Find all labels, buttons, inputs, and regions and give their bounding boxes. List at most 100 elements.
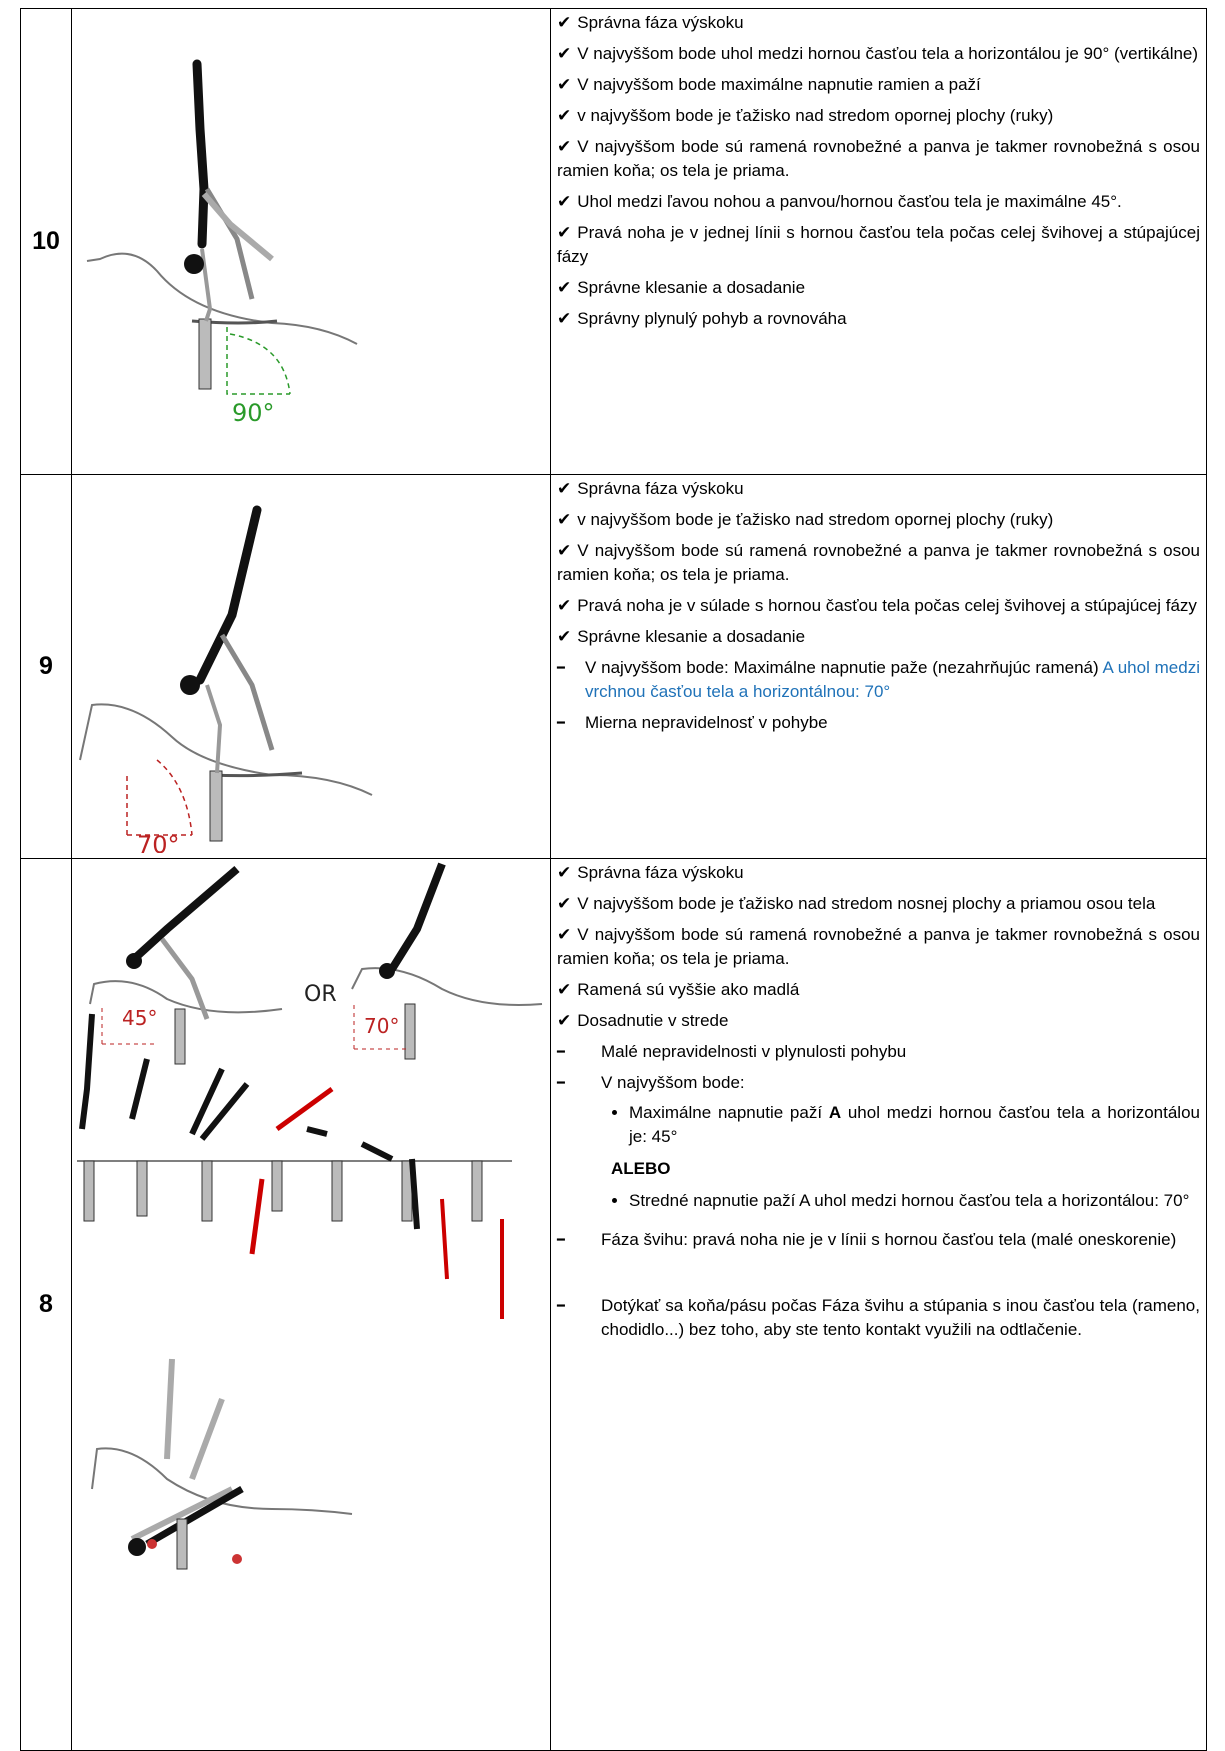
criterion-text: Správne klesanie a dosadanie bbox=[577, 627, 805, 646]
marker: ━ bbox=[557, 1044, 565, 1059]
text: V najvyššom bode sú ramená rovnobežné a … bbox=[557, 137, 1200, 180]
marker: ━ bbox=[557, 1298, 565, 1313]
criterion: ✔ Ramená sú vyššie ako madlá bbox=[557, 978, 1200, 1002]
criteria: ✔ Správna fáza výskoku ✔ v najvyššom bode j… bbox=[550, 474, 1207, 859]
criterion-text: V najvyššom bode je ťažisko nad stredom … bbox=[577, 894, 1155, 913]
score-table: 10 90° ✔ Správna fáza výskoku ✔ V najvyššom… bbox=[20, 8, 1207, 1751]
criterion: ✔ Pravá noha je v jednej línii s hornou č… bbox=[557, 221, 1200, 269]
marker: ✔ bbox=[557, 192, 572, 211]
angle-label: 45° bbox=[122, 1006, 157, 1030]
text: V najvyššom bode sú ramená rovnobežné a … bbox=[557, 925, 1200, 968]
marker: ━ bbox=[557, 660, 565, 675]
marker: ✔ bbox=[557, 510, 572, 529]
criterion: ✔ Správne klesanie a dosadanie bbox=[557, 276, 1200, 300]
criterion-text: Správna fáza výskoku bbox=[577, 479, 743, 498]
criterion-text: Malé nepravidelnosti v plynulosti pohybu bbox=[601, 1040, 906, 1064]
marker: ✔ bbox=[557, 106, 572, 125]
criteria: ✔ Správna fáza výskoku ✔ V najvyššom bode j… bbox=[550, 858, 1207, 1751]
criterion: ✔ Pravá noha je v súlade s hornou časťou … bbox=[557, 594, 1200, 618]
text: V najvyššom bode je ťažisko nad stredom … bbox=[577, 894, 1156, 913]
marker: ✔ bbox=[557, 44, 572, 63]
marker: ━ bbox=[557, 1232, 565, 1247]
criterion: ✔ Správne klesanie a dosadanie bbox=[557, 625, 1200, 649]
text: Správne klesanie a dosadanie bbox=[577, 278, 806, 297]
criterion: ✔ V najvyššom bode uhol medzi hornou časť… bbox=[557, 42, 1200, 66]
text: Uhol medzi ľavou nohou a panvou/hornou č… bbox=[577, 192, 1122, 211]
criterion-text: V najvyššom bode sú ramená rovnobežné a … bbox=[557, 925, 1200, 968]
sub-item: Maximálne napnutie paží A uhol medzi hor… bbox=[629, 1101, 1200, 1149]
text: V najvyššom bode uhol medzi hornou časťo… bbox=[577, 44, 1199, 63]
sub-list: Stredné napnutie paží A uhol medzi horno… bbox=[601, 1189, 1200, 1213]
criterion-text: V najvyššom bode uhol medzi hornou časťo… bbox=[577, 44, 1198, 63]
text-part: uhol medzi hornou časťou tela a horizont… bbox=[629, 1103, 1200, 1146]
text: v najvyššom bode je ťažisko nad stredom … bbox=[577, 106, 1054, 125]
marker: ━ bbox=[557, 715, 565, 730]
text: Správna fáza výskoku bbox=[577, 479, 744, 498]
marker: ✔ bbox=[557, 980, 572, 999]
criterion: ✔ Správna fáza výskoku bbox=[557, 11, 1200, 35]
angle-label: 70° bbox=[137, 831, 180, 853]
marker: ✔ bbox=[557, 541, 572, 560]
criteria: ✔ Správna fáza výskoku ✔ V najvyššom bode u… bbox=[550, 8, 1207, 475]
text: Mierna nepravidelnosť v pohybe bbox=[585, 713, 828, 732]
text: Malé nepravidelnosti v plynulosti pohybu bbox=[601, 1042, 907, 1061]
criterion-text: V najvyššom bode sú ramená rovnobežné a … bbox=[557, 541, 1200, 584]
criterion: ✔ Správna fáza výskoku bbox=[557, 861, 1200, 885]
text: Stredné napnutie paží A uhol medzi horno… bbox=[629, 1191, 1190, 1210]
criterion-text: v najvyššom bode je ťažisko nad stredom … bbox=[577, 106, 1053, 125]
row: 8 45° OR 70° ✔ Správna fáza výskoku ✔ V naj… bbox=[20, 858, 1207, 1751]
marker: ✔ bbox=[557, 925, 572, 944]
text: Pravá noha je v jednej línii s hornou ča… bbox=[557, 223, 1200, 266]
criterion-text: V najvyššom bode sú ramená rovnobežné a … bbox=[557, 137, 1200, 180]
row: 10 90° ✔ Správna fáza výskoku ✔ V najvyššom… bbox=[20, 8, 1207, 475]
text-part: Maximálne napnutie paží bbox=[629, 1103, 829, 1122]
marker: ✔ bbox=[557, 223, 572, 242]
marker: ✔ bbox=[557, 137, 572, 156]
text: Pravá noha je v súlade s hornou časťou t… bbox=[577, 596, 1197, 615]
criterion: ✔ V najvyššom bode je ťažisko nad stredom… bbox=[557, 892, 1200, 916]
criterion-text: Ramená sú vyššie ako madlá bbox=[577, 980, 799, 999]
figure-cell: 70° bbox=[71, 474, 551, 859]
marker: ━ bbox=[557, 1075, 565, 1090]
criterion: ✔ V najvyššom bode sú ramená rovnobežné a… bbox=[557, 539, 1200, 587]
criterion-text: Správna fáza výskoku bbox=[577, 13, 743, 32]
sub-heading: ALEBO bbox=[611, 1159, 671, 1178]
criterion-text: v najvyššom bode je ťažisko nad stredom … bbox=[577, 510, 1053, 529]
criterion: ✔ Správna fáza výskoku bbox=[557, 477, 1200, 501]
criterion-text: V najvyššom bode maximálne napnutie rami… bbox=[577, 75, 981, 94]
criterion-text: Dotýkať sa koňa/pásu počas Fáza švihu a … bbox=[601, 1294, 1200, 1342]
text-part: A uhol medzi vrchnou časťou tela a horiz… bbox=[585, 658, 1200, 701]
criterion-text: Pravá noha je v jednej línii s hornou ča… bbox=[557, 223, 1200, 266]
text: Správna fáza výskoku bbox=[577, 13, 744, 32]
marker: ✔ bbox=[557, 479, 572, 498]
text: V najvyššom bode maximálne napnutie rami… bbox=[577, 75, 981, 94]
score: 10 bbox=[20, 8, 72, 475]
text: V najvyššom bode sú ramená rovnobežné a … bbox=[557, 541, 1200, 584]
marker: ✔ bbox=[557, 75, 572, 94]
criterion-text: V najvyššom bode: Maximálne napnutie paží… bbox=[601, 1071, 1200, 1221]
criterion-text: Dosadnutie v strede bbox=[577, 1011, 728, 1030]
score: 9 bbox=[20, 474, 72, 859]
criterion: ━ V najvyššom bode: Maximálne napnutie pa… bbox=[557, 656, 1200, 704]
sub-list: Maximálne napnutie paží A uhol medzi hor… bbox=[601, 1101, 1200, 1149]
criterion: ✔ v najvyššom bode je ťažisko nad stredom… bbox=[557, 104, 1200, 128]
marker: ✔ bbox=[557, 278, 572, 297]
criterion-text: Mierna nepravidelnosť v pohybe bbox=[585, 711, 828, 735]
criterion: ✔ Správny plynulý pohyb a rovnováha bbox=[557, 307, 1200, 331]
figure: 45° OR 70° bbox=[77, 862, 543, 1570]
marker: ✔ bbox=[557, 627, 572, 646]
figure: 90° bbox=[86, 59, 358, 427]
sub-item: Stredné napnutie paží A uhol medzi horno… bbox=[629, 1189, 1200, 1213]
marker: ✔ bbox=[557, 309, 572, 328]
criterion: ━ Malé nepravidelnosti v plynulosti pohyb… bbox=[557, 1040, 1200, 1064]
criterion-text: Správna fáza výskoku bbox=[577, 863, 743, 882]
text: V najvyššom bode: bbox=[601, 1073, 745, 1092]
criterion: ✔ V najvyššom bode sú ramená rovnobežné a… bbox=[557, 923, 1200, 971]
text: v najvyššom bode je ťažisko nad stredom … bbox=[577, 510, 1054, 529]
criterion: ✔ Uhol medzi ľavou nohou a panvou/hornou … bbox=[557, 190, 1200, 214]
figure-cell: 90° bbox=[71, 8, 551, 475]
criterion: ✔ Dosadnutie v strede bbox=[557, 1009, 1200, 1033]
criterion-text: Správne klesanie a dosadanie bbox=[577, 278, 805, 297]
text-part: V najvyššom bode: Maximálne napnutie paž… bbox=[585, 658, 1103, 677]
